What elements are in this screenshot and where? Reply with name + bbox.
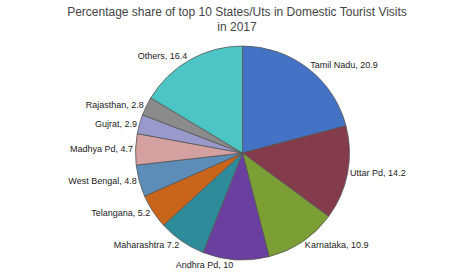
svg-text:Others, 16.4: Others, 16.4 xyxy=(138,51,188,61)
svg-text:Rajasthan, 2.8: Rajasthan, 2.8 xyxy=(86,100,144,110)
svg-text:Maharashtra 7.2: Maharashtra 7.2 xyxy=(114,240,180,250)
svg-text:Gujrat, 2.9: Gujrat, 2.9 xyxy=(95,119,137,129)
svg-text:West Bengal, 4.8: West Bengal, 4.8 xyxy=(68,176,136,186)
svg-text:Percentage share of top 10 Sta: Percentage share of top 10 States/Uts in… xyxy=(67,5,407,35)
svg-text:Tamil Nadu, 20.9: Tamil Nadu, 20.9 xyxy=(310,60,378,70)
svg-text:Uttar Pd, 14.2: Uttar Pd, 14.2 xyxy=(350,168,406,178)
svg-text:Telangana, 5.2: Telangana, 5.2 xyxy=(91,208,150,218)
svg-text:Andhra Pd, 10: Andhra Pd, 10 xyxy=(176,260,234,270)
svg-text:Madhya Pd, 4.7: Madhya Pd, 4.7 xyxy=(70,144,133,154)
svg-text:Karnataka, 10.9: Karnataka, 10.9 xyxy=(305,240,369,250)
